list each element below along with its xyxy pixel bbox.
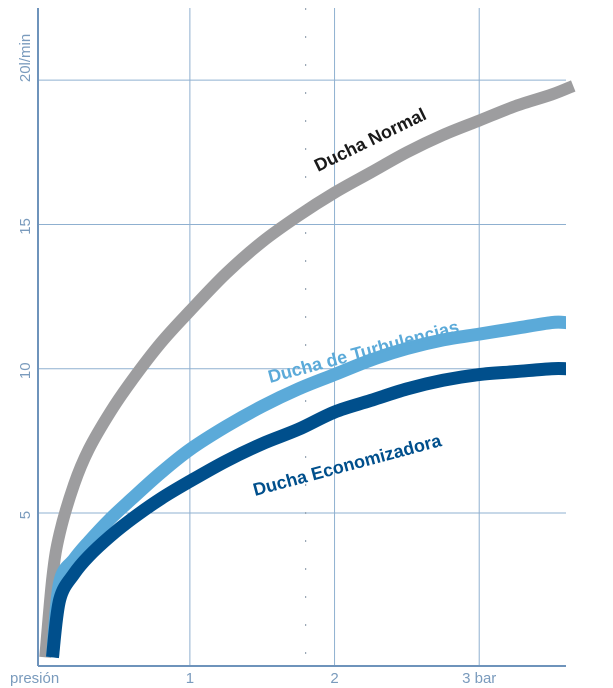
y-tick-label-1: 10 bbox=[17, 362, 34, 379]
series-line-0 bbox=[39, 80, 576, 658]
series-layer bbox=[39, 80, 576, 659]
series-label-ducha-normal: Ducha Normal bbox=[311, 104, 429, 175]
tick-labels: presión 1 2 3 bar 5 10 15 20l/min bbox=[10, 34, 496, 687]
y-tick-label-2: 15 bbox=[17, 218, 34, 235]
x-tick-label-1: 1 bbox=[186, 670, 194, 687]
series-2 bbox=[46, 362, 567, 659]
x-tick-label-2: 2 bbox=[330, 670, 338, 687]
x-tick-label-0: presión bbox=[10, 670, 59, 687]
y-tick-label-0: 5 bbox=[17, 511, 34, 519]
y-tick-label-3: 20l/min bbox=[17, 34, 34, 82]
x-tick-label-3: 3 bar bbox=[462, 670, 496, 687]
axes bbox=[37, 8, 566, 667]
series-0 bbox=[39, 80, 576, 658]
series-line-2 bbox=[46, 362, 567, 659]
series-line-1 bbox=[45, 315, 567, 658]
series-1 bbox=[45, 315, 567, 658]
